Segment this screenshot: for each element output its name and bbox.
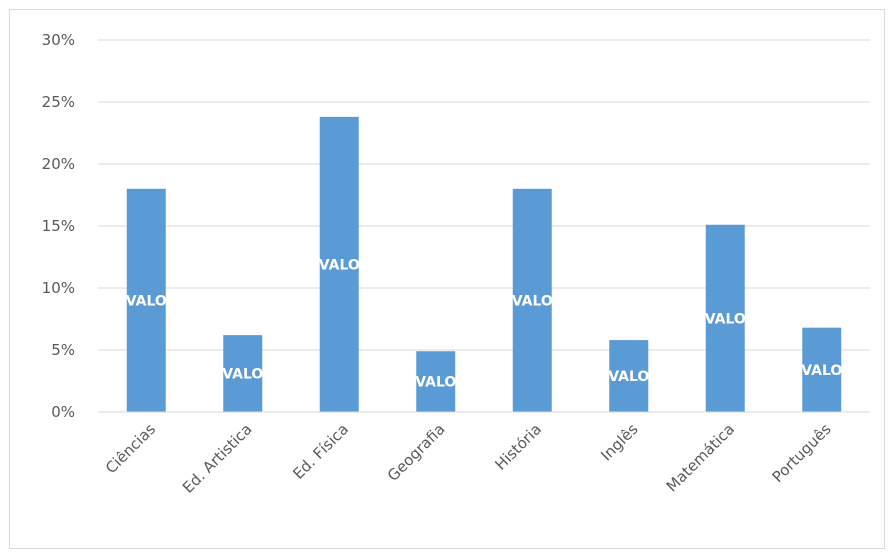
bars: [126, 116, 842, 412]
x-category-label: Ciências: [102, 420, 159, 477]
x-category-label: Ed. Artistica: [179, 420, 256, 497]
x-category-label: Inglês: [597, 420, 641, 464]
x-category-label: História: [491, 420, 545, 474]
y-axis-ticks: 0% 5% 10% 15% 20% 25% 30%: [42, 31, 75, 421]
data-label: VALO: [415, 375, 456, 391]
data-label: VALO: [705, 311, 746, 327]
bar: [126, 188, 166, 412]
data-label: VALO: [319, 257, 360, 273]
data-label: VALO: [512, 293, 553, 309]
data-labels: VALO VALO VALO VALO VALO VALO VALO VALO: [126, 257, 843, 390]
data-label: VALO: [126, 293, 167, 309]
bar: [416, 351, 456, 412]
data-label: VALO: [608, 369, 649, 385]
y-tick-label: 15%: [42, 217, 75, 235]
y-tick-label: 30%: [42, 31, 75, 49]
y-tick-label: 10%: [42, 279, 75, 297]
bar: [223, 335, 263, 412]
x-category-label: Português: [769, 420, 835, 486]
bar: [802, 327, 842, 412]
x-category-label: Matemática: [663, 420, 738, 495]
data-label: VALO: [222, 367, 263, 383]
x-category-label: Ed. Física: [289, 420, 352, 483]
bar: [512, 188, 552, 412]
bar: [609, 340, 649, 412]
gridlines: [98, 39, 870, 351]
data-label: VALO: [801, 363, 842, 379]
y-tick-label: 20%: [42, 155, 75, 173]
y-tick-label: 0%: [51, 403, 75, 421]
y-tick-label: 5%: [51, 341, 75, 359]
y-tick-label: 25%: [42, 93, 75, 111]
bar: [705, 224, 745, 412]
x-category-label: Geografia: [384, 420, 449, 485]
bar: [319, 116, 359, 412]
x-axis-categories: Ciências Ed. Artistica Ed. Física Geografia…: [102, 420, 835, 497]
